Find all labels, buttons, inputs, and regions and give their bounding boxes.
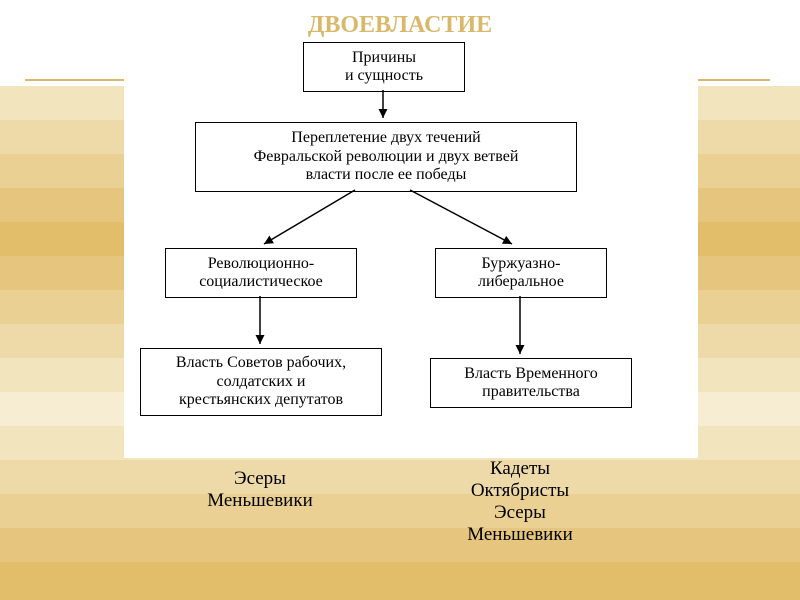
arrow xyxy=(410,190,512,244)
arrows xyxy=(0,0,800,600)
arrow xyxy=(264,190,355,244)
